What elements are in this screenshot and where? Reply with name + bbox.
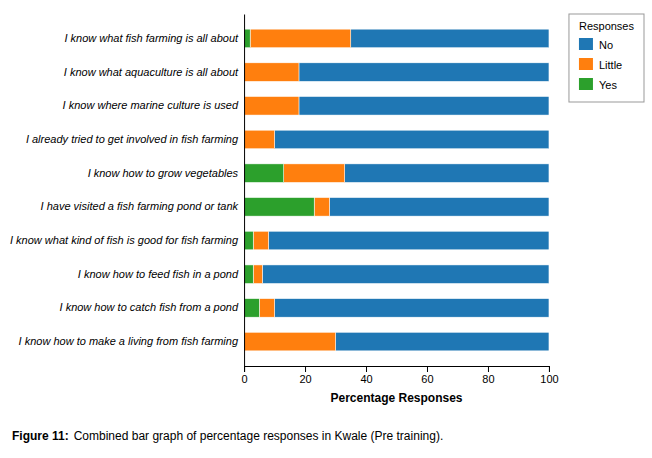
series xyxy=(244,29,351,351)
legend-label: Yes xyxy=(599,79,617,91)
bar xyxy=(244,265,253,284)
tick-label: 100 xyxy=(540,373,558,385)
bar xyxy=(329,198,549,217)
legend-item: Little xyxy=(579,58,622,71)
legend-label: Little xyxy=(599,59,622,71)
bar xyxy=(345,164,549,183)
tick-label: 40 xyxy=(360,373,372,385)
legend-item: No xyxy=(579,38,613,51)
bar xyxy=(244,130,274,149)
bar xyxy=(336,332,549,351)
tick: I know how to feed fish in a pond xyxy=(78,268,244,280)
tick-label: I know where marine culture is used xyxy=(63,99,239,111)
legend-item: Yes xyxy=(579,78,617,91)
tick-label: 0 xyxy=(242,373,248,385)
tick-label: I know how to grow vegetables xyxy=(88,167,239,179)
legend-swatch xyxy=(579,38,593,50)
tick-mark xyxy=(305,366,306,372)
x-axis-label: Percentage Responses xyxy=(330,391,462,405)
tick: 40 xyxy=(360,366,372,385)
legend-label: No xyxy=(599,39,613,51)
legend: Responses No Little Yes xyxy=(569,14,644,102)
bar xyxy=(314,198,329,217)
bar xyxy=(244,231,253,250)
tick: I know what aquaculture is all about xyxy=(64,66,244,78)
plot: 0 20 40 60 80 100 I know what fish farming is … xyxy=(10,15,559,406)
axis-domain xyxy=(244,15,245,367)
bar xyxy=(244,97,299,116)
bar xyxy=(250,29,351,48)
series xyxy=(244,29,314,317)
bar xyxy=(259,299,274,318)
axis-domain xyxy=(245,367,550,373)
tick-label: I know how to make a living from fish fa… xyxy=(19,335,239,347)
bar xyxy=(275,130,549,149)
y-axis: I know what fish farming is all about I k… xyxy=(10,15,245,367)
tick-label: 80 xyxy=(482,373,494,385)
tick: 60 xyxy=(421,366,433,385)
series xyxy=(262,29,549,351)
bar xyxy=(244,63,299,82)
tick: 80 xyxy=(482,366,494,385)
tick: I already tried to get involved in fish … xyxy=(26,133,244,145)
legend-swatch xyxy=(579,78,593,90)
tick: I know how to grow vegetables xyxy=(88,167,244,179)
bar xyxy=(262,265,549,284)
tick-label: 20 xyxy=(299,373,311,385)
tick-label: I know what kind of fish is good for fis… xyxy=(10,234,239,246)
bar xyxy=(244,164,284,183)
tick-mark xyxy=(244,366,245,372)
tick-label: 60 xyxy=(421,373,433,385)
bar xyxy=(284,164,345,183)
bar xyxy=(244,198,314,217)
legend-swatch xyxy=(579,58,593,70)
tick-mark xyxy=(488,366,489,372)
tick-mark xyxy=(549,366,550,372)
bars xyxy=(244,29,549,351)
tick-label: I already tried to get involved in fish … xyxy=(26,133,239,145)
tick-mark xyxy=(366,366,367,372)
tick-label: I know what fish farming is all about xyxy=(64,32,239,44)
x-axis: 0 20 40 60 80 100 xyxy=(242,366,559,385)
tick: I know what kind of fish is good for fis… xyxy=(10,234,244,246)
legend-title: Responses xyxy=(579,20,635,32)
tick-label: I know what aquaculture is all about xyxy=(64,66,239,78)
bar xyxy=(253,265,262,284)
bar xyxy=(351,29,549,48)
tick-label: I know how to catch fish from a pond xyxy=(60,301,239,313)
tick-label: I know how to feed fish in a pond xyxy=(78,268,239,280)
tick: 100 xyxy=(540,366,558,385)
tick-mark xyxy=(427,366,428,372)
bar xyxy=(244,332,335,351)
tick: I know where marine culture is used xyxy=(63,99,244,111)
caption-label: Figure 11: xyxy=(12,429,69,443)
bar xyxy=(268,231,548,250)
tick: I know what fish farming is all about xyxy=(64,32,244,44)
tick-label: I have visited a fish farming pond or ta… xyxy=(41,200,239,212)
bar xyxy=(299,97,549,116)
caption: Combined bar graph of percentage respons… xyxy=(74,429,444,443)
bar xyxy=(299,63,549,82)
bar xyxy=(244,299,259,318)
chart: 0 20 40 60 80 100 I know what fish farming is … xyxy=(0,0,652,458)
bar xyxy=(275,299,549,318)
tick: I have visited a fish farming pond or ta… xyxy=(41,200,245,212)
tick: I know how to catch fish from a pond xyxy=(60,301,245,313)
legend-frame xyxy=(569,14,644,102)
bar xyxy=(253,231,268,250)
tick: 20 xyxy=(299,366,311,385)
tick: 0 xyxy=(242,366,248,385)
tick: I know how to make a living from fish fa… xyxy=(19,335,244,347)
